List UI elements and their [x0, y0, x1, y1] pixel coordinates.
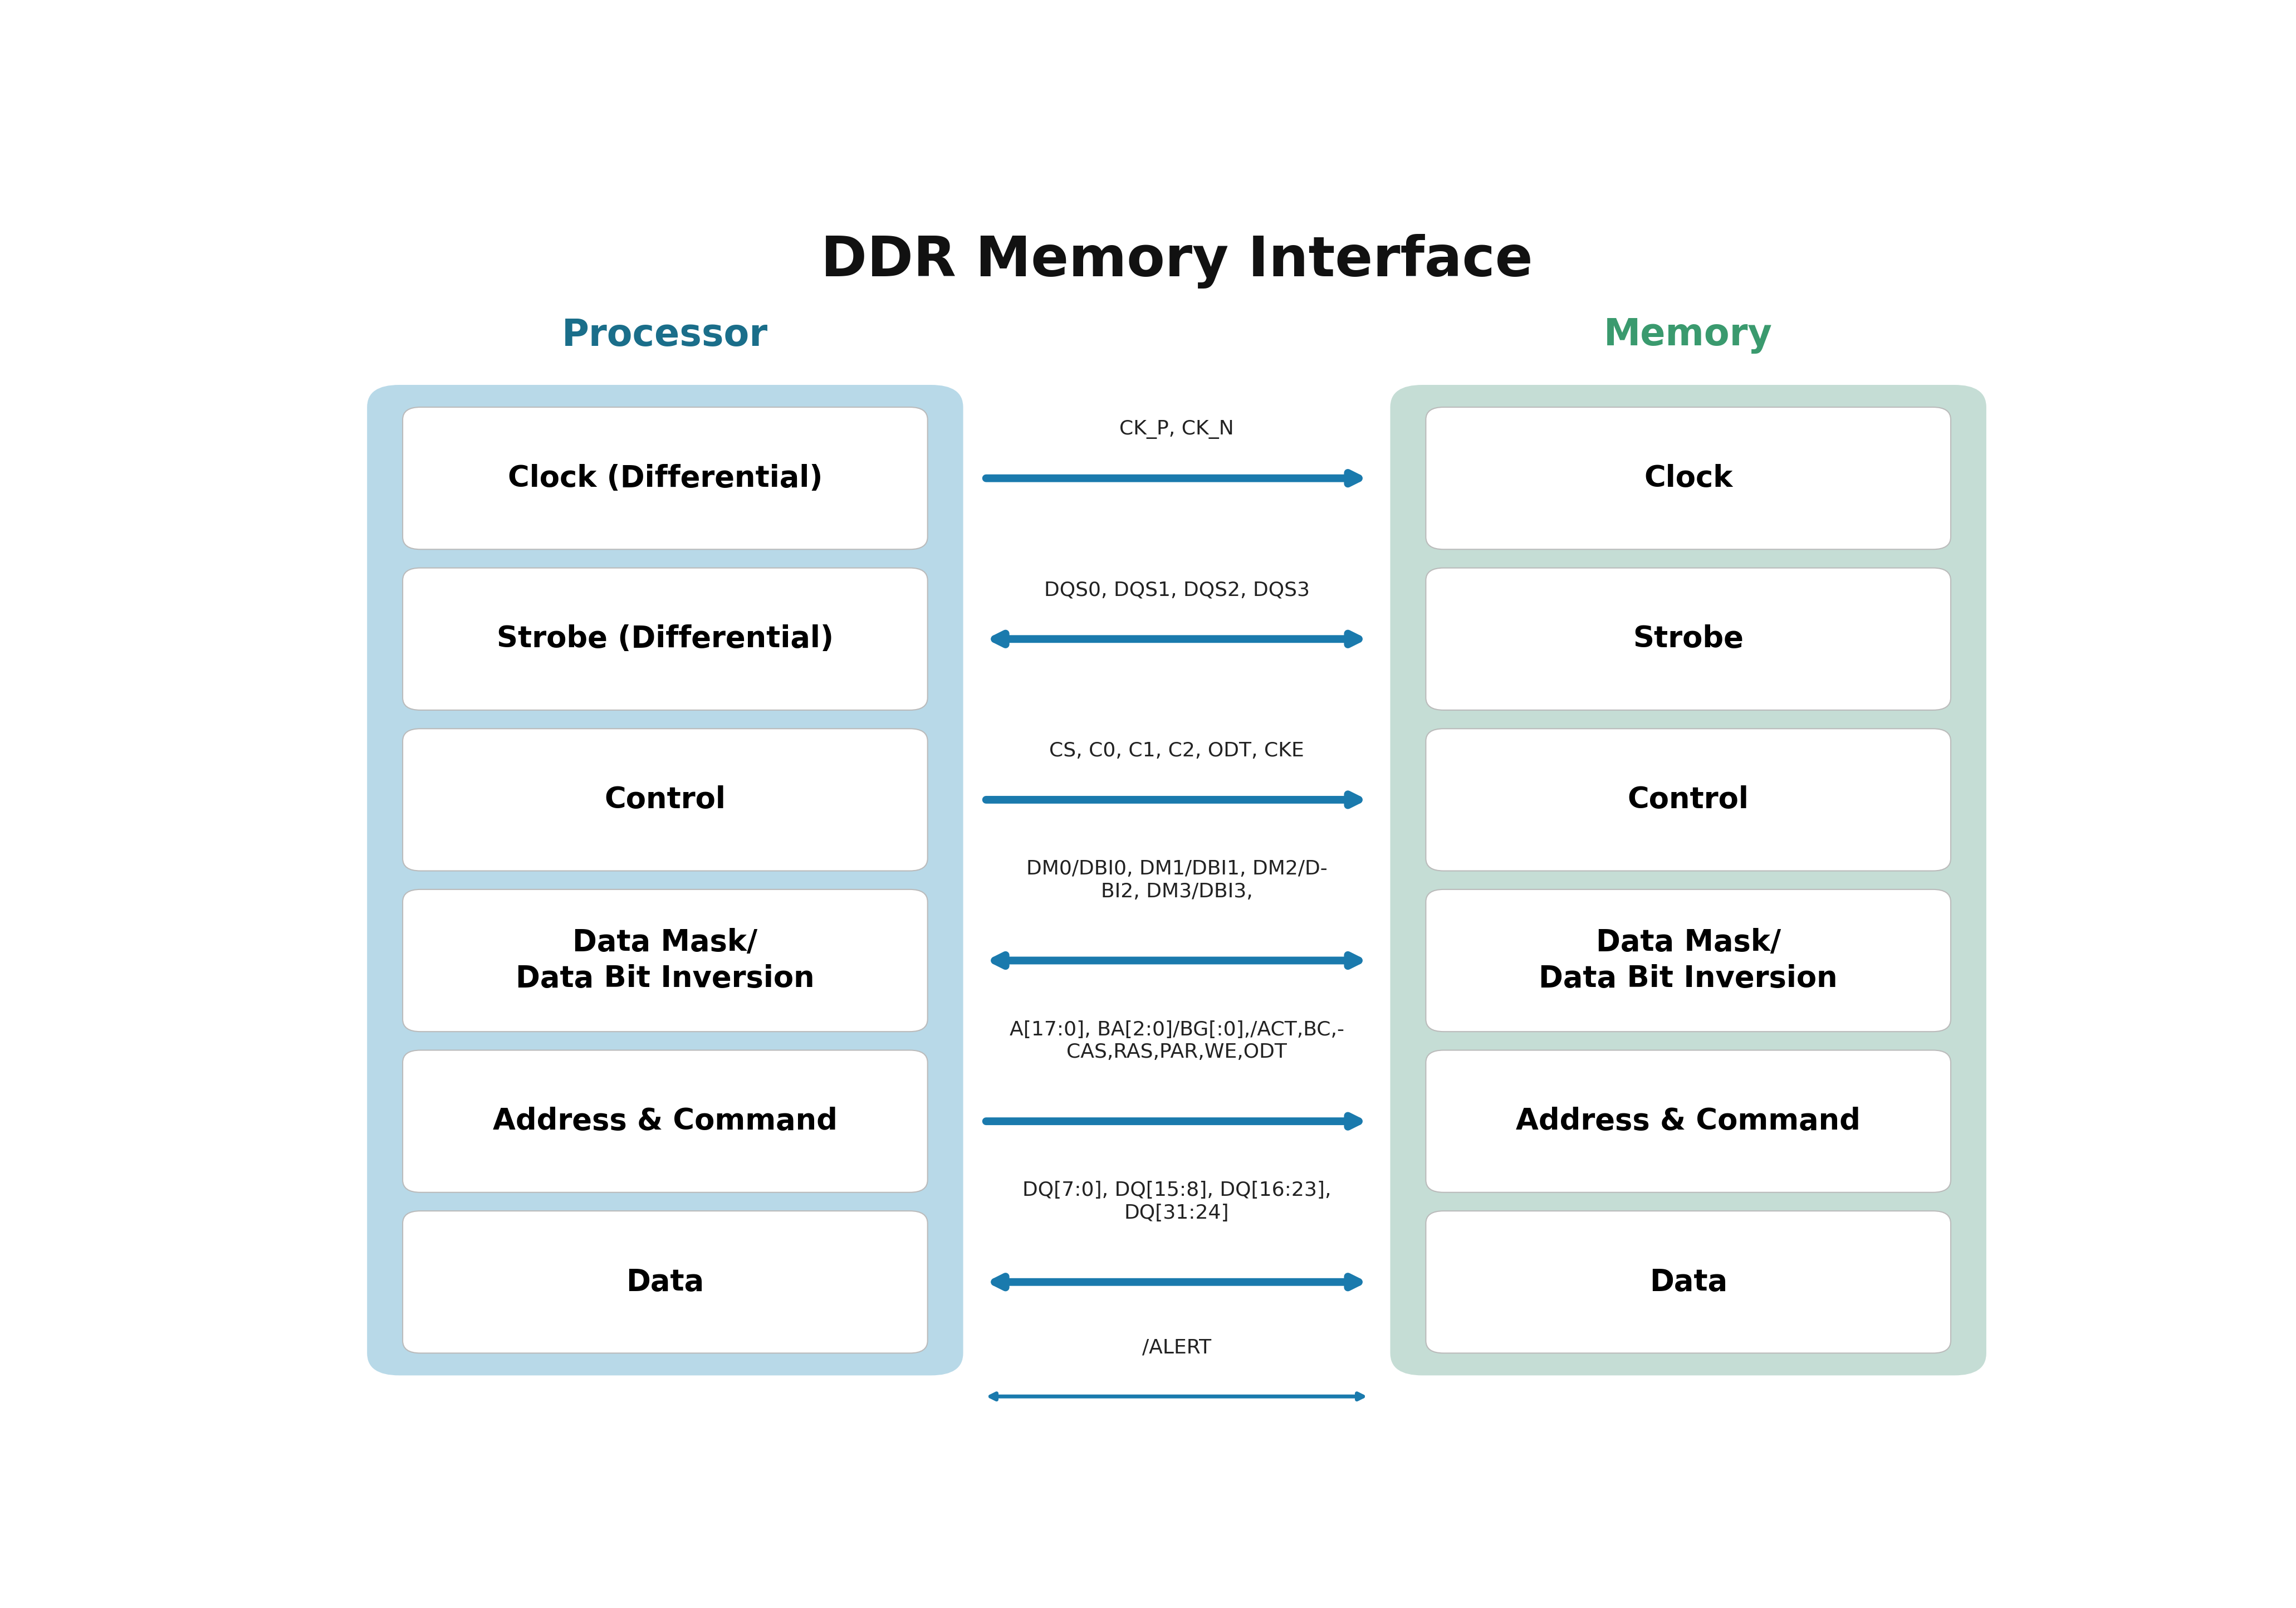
FancyBboxPatch shape [1426, 407, 1952, 550]
Text: Data: Data [627, 1267, 705, 1296]
Text: Address & Command: Address & Command [1515, 1106, 1860, 1135]
Text: Data: Data [1649, 1267, 1727, 1296]
Text: Clock: Clock [1644, 463, 1733, 492]
Text: Strobe (Differential): Strobe (Differential) [496, 624, 833, 653]
FancyBboxPatch shape [402, 889, 928, 1032]
FancyBboxPatch shape [367, 384, 964, 1375]
Text: Data Mask/
Data Bit Inversion: Data Mask/ Data Bit Inversion [517, 928, 815, 992]
FancyBboxPatch shape [402, 728, 928, 872]
Text: DM0/DBI0, DM1/DBI1, DM2/D-
BI2, DM3/DBI3,: DM0/DBI0, DM1/DBI1, DM2/D- BI2, DM3/DBI3… [1026, 859, 1327, 900]
Text: DQS0, DQS1, DQS2, DQS3: DQS0, DQS1, DQS2, DQS3 [1045, 580, 1309, 600]
FancyBboxPatch shape [402, 568, 928, 711]
FancyBboxPatch shape [402, 407, 928, 550]
FancyBboxPatch shape [1426, 568, 1952, 711]
Text: Address & Command: Address & Command [494, 1106, 838, 1135]
FancyBboxPatch shape [1426, 1050, 1952, 1193]
Text: Control: Control [604, 785, 726, 814]
Text: /ALERT: /ALERT [1141, 1338, 1212, 1357]
FancyBboxPatch shape [1426, 728, 1952, 872]
Text: CS, C0, C1, C2, ODT, CKE: CS, C0, C1, C2, ODT, CKE [1049, 741, 1304, 761]
Text: Processor: Processor [563, 317, 769, 354]
Text: DQ[7:0], DQ[15:8], DQ[16:23],
DQ[31:24]: DQ[7:0], DQ[15:8], DQ[16:23], DQ[31:24] [1022, 1180, 1332, 1222]
FancyBboxPatch shape [1426, 889, 1952, 1032]
Text: Memory: Memory [1605, 317, 1773, 354]
FancyBboxPatch shape [402, 1050, 928, 1193]
Text: A[17:0], BA[2:0]/BG[:0],/ACT,BC,-
CAS,RAS,PAR,WE,ODT: A[17:0], BA[2:0]/BG[:0],/ACT,BC,- CAS,RA… [1010, 1019, 1343, 1061]
FancyBboxPatch shape [1391, 384, 1986, 1375]
FancyBboxPatch shape [1426, 1211, 1952, 1352]
Text: Clock (Differential): Clock (Differential) [507, 463, 822, 492]
Text: DDR Memory Interface: DDR Memory Interface [820, 233, 1534, 288]
Text: Control: Control [1628, 785, 1750, 814]
Text: Strobe: Strobe [1632, 624, 1743, 653]
Text: Data Mask/
Data Bit Inversion: Data Mask/ Data Bit Inversion [1538, 928, 1837, 992]
FancyBboxPatch shape [402, 1211, 928, 1352]
Text: CK_P, CK_N: CK_P, CK_N [1120, 420, 1233, 439]
